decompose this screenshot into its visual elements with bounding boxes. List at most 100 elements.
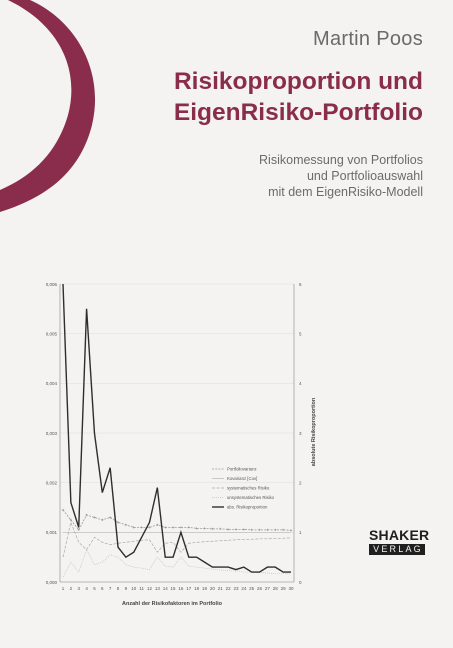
chart-series-line	[62, 283, 291, 573]
publisher-logo-bottom: VERLAG	[369, 544, 425, 555]
chart-y-tick-label: 0,000	[46, 580, 58, 585]
chart-x-tick-label: 19	[202, 586, 208, 591]
chart-y2-tick-label: 4	[299, 381, 302, 386]
chart-y-tick-label: 0,004	[46, 381, 58, 386]
chart-x-tick-label: 23	[233, 586, 239, 591]
subtitle-line-1: Risikomessung von Portfolios	[259, 153, 423, 167]
chart-x-tick-label: 11	[139, 586, 144, 591]
chart-x-tick-label: 13	[155, 586, 161, 591]
author-name: Martin Poos	[312, 28, 423, 50]
chart-legend-label: unsystematisches Risiko	[227, 495, 275, 500]
chart-axes: 0,0000,0010,0020,0030,0040,0050,00601234…	[46, 282, 302, 591]
chart-point	[289, 529, 293, 532]
chart-x-tick-label: 30	[288, 586, 294, 591]
chart-point	[274, 528, 277, 532]
chart-point	[171, 526, 175, 529]
chart-x-axis-label: Anzahl der Risikofaktoren im Portfolio	[122, 601, 223, 607]
chart-x-tick-label: 9	[125, 586, 128, 591]
cover-arc-decoration	[0, 0, 96, 212]
chart-x-tick-label: 6	[101, 586, 104, 591]
chart-point	[77, 528, 80, 532]
chart-x-tick-label: 7	[109, 586, 112, 591]
publisher-logo: SHAKER VERLAG	[369, 528, 429, 555]
chart-y-tick-label: 0,002	[46, 480, 58, 485]
chart-x-tick-label: 12	[147, 586, 153, 591]
chart-y2-tick-label: 2	[299, 480, 302, 485]
chart-legend-label: systematisches Risiko	[227, 486, 270, 491]
chart-series	[61, 283, 293, 578]
chart-point	[148, 526, 151, 529]
chart-x-tick-label: 24	[241, 586, 247, 591]
chart-y2-tick-label: 1	[299, 530, 302, 535]
chart-x-tick-label: 15	[171, 586, 177, 591]
chart-point	[69, 518, 73, 522]
chart-y-tick-label: 0,001	[46, 530, 58, 535]
chart-x-tick-label: 25	[249, 586, 255, 591]
chart-point	[132, 526, 135, 529]
title-line-2: EigenRisiko-Portfolio	[173, 99, 423, 126]
book-subtitle: Risikomessung von Portfolios und Portfol…	[259, 152, 423, 200]
chart-point	[164, 526, 167, 529]
chart-point	[211, 527, 214, 531]
chart-point	[242, 528, 246, 531]
chart-y2-axis-label: absolute Risikoproportion	[311, 397, 317, 466]
chart-x-tick-label: 22	[226, 586, 232, 591]
chart-legend: Portfoliovarianz Kovarianz [Cov] systemati…	[212, 467, 275, 510]
chart-y-tick-label: 0,003	[46, 431, 58, 436]
chart-point	[226, 528, 230, 531]
chart-point	[266, 528, 269, 532]
chart-series-line	[62, 521, 292, 558]
chart-point	[61, 508, 65, 512]
chart-x-tick-label: 16	[178, 586, 184, 591]
chart-x-tick-label: 26	[257, 586, 263, 591]
chart-series-line	[62, 509, 292, 531]
chart-y2-tick-label: 0	[299, 580, 302, 585]
book-title: Risikoproportion und EigenRisiko-Portfol…	[174, 66, 423, 128]
chart-point	[281, 528, 285, 532]
chart-legend-label: Kovarianz [Cov]	[227, 476, 257, 481]
chart-x-tick-label: 28	[273, 586, 279, 591]
chart-point	[116, 521, 120, 524]
chart-x-tick-label: 17	[186, 586, 192, 591]
chart-point	[219, 527, 222, 531]
chart-y-tick-label: 0,006	[46, 282, 58, 287]
chart-x-tick-label: 8	[117, 586, 120, 591]
chart-x-tick-label: 2	[70, 586, 73, 591]
chart-x-tick-label: 10	[131, 586, 137, 591]
subtitle-line-2: und Portfolioauswahl	[306, 169, 423, 183]
chart-y2-tick-label: 3	[299, 431, 302, 436]
chart-point	[250, 528, 253, 532]
chart-point	[179, 526, 183, 529]
chart-x-tick-label: 29	[281, 586, 287, 591]
chart-point	[156, 523, 159, 527]
chart-x-tick-label: 27	[265, 586, 271, 591]
chart-y2-tick-label: 5	[299, 331, 302, 336]
chart-point	[195, 527, 198, 530]
chart-y2-tick-label: 6	[299, 282, 302, 287]
chart-point	[187, 526, 190, 529]
chart-x-tick-label: 20	[210, 586, 216, 591]
chart-x-tick-label: 1	[62, 586, 65, 591]
chart-legend-label: abs. Risikoproportion	[227, 505, 268, 510]
chart-point	[108, 516, 112, 519]
chart-point	[124, 523, 128, 527]
chart-point	[101, 518, 104, 522]
chart-point	[140, 526, 143, 529]
chart-y-tick-label: 0,005	[46, 331, 58, 336]
chart-x-tick-label: 18	[194, 586, 200, 591]
title-line-1: Risikoproportion und	[173, 68, 423, 95]
chart-point	[203, 527, 206, 530]
chart-x-tick-label: 5	[93, 586, 96, 591]
chart-x-tick-label: 21	[218, 586, 224, 591]
chart-point	[85, 513, 88, 517]
chart-series-line	[62, 548, 292, 578]
chart-x-tick-label: 14	[163, 586, 169, 591]
cover-chart: 0,0000,0010,0020,0030,0040,0050,00601234…	[46, 282, 317, 607]
chart-x-tick-label: 3	[77, 586, 80, 591]
chart-legend-label: Portfoliovarianz	[227, 467, 257, 472]
chart-point	[234, 528, 238, 531]
chart-x-tick-label: 4	[85, 586, 88, 591]
chart-point	[93, 516, 96, 519]
chart-point	[258, 528, 261, 532]
